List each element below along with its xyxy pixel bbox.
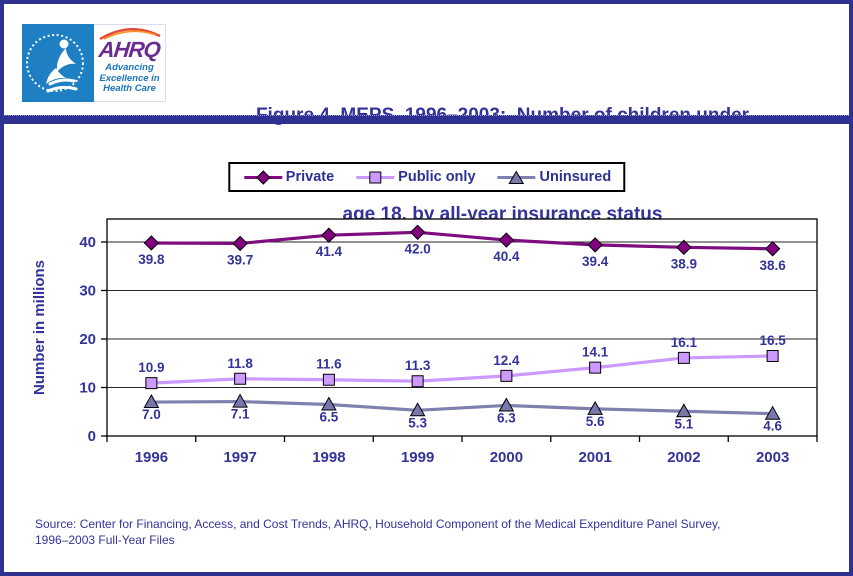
header-separator [4,115,849,124]
uninsured-triangle-marker-icon [497,170,536,184]
legend-label-private: Private [285,169,335,185]
data-label-private-2003: 38.6 [759,258,786,273]
data-label-public-only-2003: 16.5 [759,333,786,348]
y-tick-label: 0 [88,428,96,445]
tagline-line: Health Care [103,83,156,94]
data-label-uninsured-1998: 6.5 [319,409,338,424]
y-tick-label: 10 [79,380,96,397]
data-point-private-1996 [143,235,160,251]
data-label-private-1998: 41.4 [316,244,343,259]
series-line-private [151,230,773,251]
swoosh-icon [98,28,161,40]
data-label-public-only-2000: 12.4 [493,353,520,368]
data-label-uninsured-2002: 5.1 [674,416,693,431]
data-point-uninsured-1999 [409,402,426,417]
data-label-public-only-1999: 11.3 [405,358,431,373]
data-point-public-only-1997 [234,372,247,385]
data-point-private-2002 [676,239,692,256]
tagline-line: Advancing [105,62,154,73]
line-chart: 0 10 20 30 40 1996 1997 1998 1999 2000 2001 2002 200… [31,218,818,466]
data-point-public-only-1996 [145,377,158,390]
data-point-private-2001 [587,237,603,253]
data-label-uninsured-2003: 4.6 [763,419,782,434]
data-point-uninsured-1997 [232,393,248,408]
x-tick-label: 2002 [667,449,700,466]
data-label-private-2000: 40.4 [493,249,520,264]
source-line1: Source: Center for Financing, Access, an… [35,517,721,531]
x-tick-label: 2001 [578,449,611,466]
ahrq-tagline: Advancing Excellence in Health Care [99,62,160,95]
x-tick-label: 1998 [312,449,345,466]
data-label-public-only-1996: 10.9 [138,360,164,375]
data-point-uninsured-1998 [321,396,337,411]
data-label-private-1996: 39.8 [138,252,165,267]
data-label-uninsured-1996: 7.0 [142,407,161,422]
plot-area [106,218,818,437]
data-label-uninsured-1999: 5.3 [408,415,427,430]
data-label-private-1997: 39.7 [227,252,253,267]
data-point-uninsured-2002 [676,403,692,418]
data-label-public-only-2002: 16.1 [671,335,698,350]
data-point-public-only-2001 [589,361,602,374]
legend-item-private: Private [242,169,334,185]
data-label-public-only-1998: 11.6 [316,357,342,372]
data-point-public-only-2000 [500,369,513,382]
data-label-private-2001: 39.4 [582,254,609,269]
data-label-public-only-2001: 14.1 [582,345,609,360]
data-point-uninsured-2001 [587,400,603,415]
data-point-uninsured-1996 [143,394,160,409]
data-label-uninsured-1997: 7.1 [231,407,250,422]
series-line-uninsured [151,399,773,416]
y-tick-label: 40 [79,234,96,251]
ahrq-logo: AHRQ Advancing Excellence in Health Care [94,24,166,102]
data-label-private-2002: 38.9 [671,256,697,271]
data-point-uninsured-2000 [498,397,515,412]
series-line-public-only [151,354,773,385]
data-point-public-only-2003 [766,349,779,362]
source-note: Source: Center for Financing, Access, an… [35,516,720,548]
tagline-line: Excellence in [99,72,160,84]
chart-legend: Private Public only Uninsured [227,162,626,192]
y-tick-label: 30 [79,283,96,300]
x-tick-label: 1997 [223,449,256,466]
private-diamond-marker-icon [243,169,282,185]
source-line2: 1996–2003 Full-Year Files [35,533,175,547]
x-tick-label: 1999 [401,449,434,466]
data-label-private-1999: 42.0 [404,241,430,256]
legend-label-uninsured: Uninsured [539,169,612,185]
y-tick-label: 20 [79,331,96,348]
data-point-private-1997 [232,235,248,252]
data-point-public-only-2002 [677,351,690,364]
hhs-eagle-icon [26,34,84,93]
legend-item-public-only: Public only [354,169,476,185]
public-only-square-marker-icon [356,171,395,183]
y-axis-title: Number in millions [31,260,48,395]
data-point-uninsured-2003 [764,405,781,420]
x-tick-label: 1996 [135,449,168,466]
x-tick-label: 2003 [756,449,789,466]
data-point-private-1998 [321,227,337,243]
data-point-private-1999 [409,224,426,241]
data-point-private-2000 [498,232,515,248]
data-point-private-2003 [764,241,781,257]
x-tick-label: 2000 [490,449,523,466]
data-point-public-only-1998 [322,373,335,386]
hhs-seal [22,24,94,102]
data-label-uninsured-2001: 5.6 [586,414,605,429]
legend-label-public-only: Public only [398,169,476,185]
data-label-public-only-1997: 11.8 [227,356,253,371]
data-label-uninsured-2000: 6.3 [497,410,516,425]
data-point-public-only-1999 [411,375,424,388]
legend-item-uninsured: Uninsured [496,169,612,185]
hhs-ahrq-logo: AHRQ Advancing Excellence in Health Care [22,24,166,102]
